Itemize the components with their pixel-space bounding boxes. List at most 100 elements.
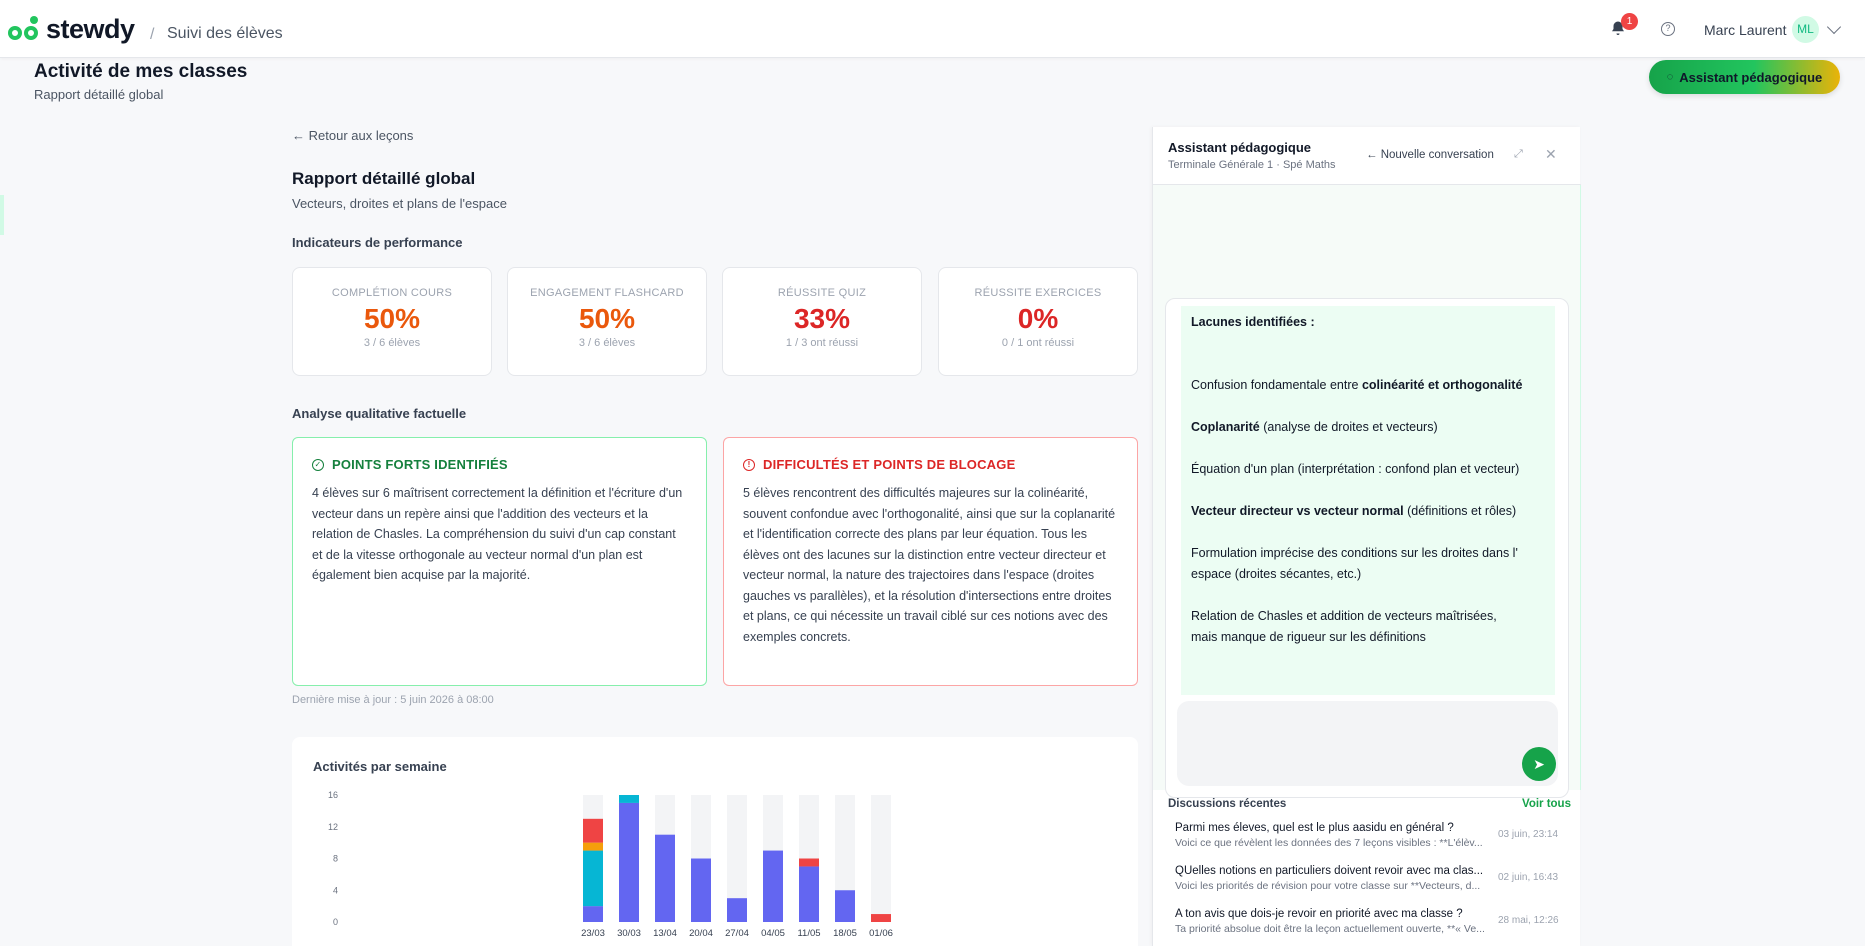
discussion-preview: Voici ce que révèlent les données des 7 … bbox=[1175, 837, 1483, 849]
new-conversation-button[interactable]: ← Nouvelle conversation bbox=[1366, 149, 1494, 161]
message-line: Équation d'un plan (interprétation : con… bbox=[1191, 462, 1520, 476]
bar-segment[interactable] bbox=[619, 802, 639, 922]
difficulties-title: DIFFICULTÉS ET POINTS DE BLOCAGE bbox=[763, 457, 1016, 472]
back-link[interactable]: ← Retour aux leçons bbox=[292, 128, 413, 143]
kpi-sub: 1 / 3 ont réussi bbox=[785, 337, 859, 349]
arrow-left-icon: ← bbox=[1366, 149, 1378, 161]
send-button[interactable]: ➤ bbox=[1522, 747, 1556, 781]
bar-track bbox=[727, 795, 747, 922]
discussion-preview: Ta priorité absolue doit être la leçon a… bbox=[1175, 923, 1485, 935]
chevron-down-icon[interactable] bbox=[1826, 19, 1842, 35]
kpi-card: ENGAGEMENT FLASHCARD 50% 3 / 6 élèves bbox=[507, 267, 707, 376]
weekly-activity-chart: Activités par semaine 0 4 8 12 16 23/03 30/03 1… bbox=[292, 737, 1138, 946]
report-title: Rapport détaillé global bbox=[292, 169, 476, 188]
assistant-button[interactable]: ◌ Assistant pédagogique bbox=[1649, 60, 1840, 94]
chat-messages: Lacunes identifiées : Confusion fondamen… bbox=[1153, 185, 1581, 798]
strengths-text: 4 élèves sur 6 maîtrisent correctement l… bbox=[312, 486, 683, 582]
expand-icon[interactable]: ⤢ bbox=[1514, 148, 1523, 160]
bar-segment[interactable] bbox=[835, 890, 855, 922]
y-tick-label: 0 bbox=[333, 917, 338, 927]
message-card: Lacunes identifiées : Confusion fondamen… bbox=[1165, 298, 1569, 798]
bar-segment[interactable] bbox=[763, 850, 783, 922]
kpi-value: 50% bbox=[578, 303, 636, 334]
bar-segment[interactable] bbox=[583, 906, 603, 922]
bar-segment[interactable] bbox=[871, 914, 891, 922]
close-icon[interactable]: ✕ bbox=[1545, 146, 1557, 162]
bar-segment[interactable] bbox=[799, 866, 819, 922]
bar-segment[interactable] bbox=[727, 898, 747, 922]
kpi-label: RÉUSSITE EXERCICES bbox=[974, 287, 1102, 299]
message-line: Relation de Chasles et addition de vecte… bbox=[1191, 609, 1497, 623]
discussion-item[interactable]: A ton avis que dois-je revoir en priorit… bbox=[1175, 908, 1565, 935]
breadcrumb-section[interactable]: Suivi des élèves bbox=[167, 25, 283, 42]
brand-name: stewdy bbox=[46, 14, 135, 44]
bar-segment[interactable] bbox=[799, 858, 819, 867]
bar-segment[interactable] bbox=[583, 818, 603, 843]
x-tick-label: 04/05 bbox=[761, 928, 785, 939]
bar-segment[interactable] bbox=[583, 850, 603, 907]
recent-discussions-title: Discussions récentes bbox=[1168, 798, 1287, 810]
message-line: Lacunes identifiées : bbox=[1191, 315, 1315, 329]
chat-subtitle: Terminale Générale 1 · Spé Maths bbox=[1168, 159, 1336, 171]
arrow-left-icon: ← bbox=[292, 128, 305, 143]
x-tick-label: 13/04 bbox=[653, 928, 677, 939]
kpi-section-title: Indicateurs de performance bbox=[292, 235, 463, 250]
assistant-message: Lacunes identifiées : Confusion fondamen… bbox=[1181, 306, 1555, 695]
y-tick-label: 12 bbox=[328, 822, 338, 832]
discussion-item[interactable]: Parmi mes éleves, quel est le plus aasid… bbox=[1175, 822, 1565, 849]
top-bar: stewdy / Suivi des élèves 1 ? Marc Laure… bbox=[0, 0, 1865, 58]
message-line: Confusion fondamentale entre colinéarité… bbox=[1191, 378, 1523, 392]
discussion-time: 03 juin, 23:14 bbox=[1498, 829, 1559, 840]
discussion-item[interactable]: QUelles notions en particuliers doivent … bbox=[1175, 865, 1565, 892]
difficulties-text: 5 élèves rencontrent des difficultés maj… bbox=[743, 486, 1116, 644]
discussion-time: 02 juin, 16:43 bbox=[1498, 872, 1559, 883]
bar-segment[interactable] bbox=[655, 834, 675, 922]
message-input[interactable]: ➤ bbox=[1177, 701, 1558, 786]
x-tick-label: 23/03 bbox=[581, 928, 605, 939]
y-tick-label: 16 bbox=[328, 790, 338, 800]
kpi-label: COMPLÉTION COURS bbox=[331, 287, 453, 299]
send-icon: ➤ bbox=[1533, 756, 1545, 772]
check-circle-icon: ✓ bbox=[312, 458, 324, 471]
assistant-panel: Assistant pédagogique Terminale Générale… bbox=[1152, 127, 1581, 946]
message-line: mais manque de rigueur sur les définitio… bbox=[1191, 630, 1426, 644]
kpi-label: RÉUSSITE QUIZ bbox=[777, 287, 867, 299]
strengths-card: ✓ POINTS FORTS IDENTIFIÉS 4 élèves sur 6… bbox=[292, 437, 707, 686]
bar-segment[interactable] bbox=[583, 842, 603, 851]
bar-segment[interactable] bbox=[691, 858, 711, 923]
kpi-card: RÉUSSITE EXERCICES 0% 0 / 1 ont réussi bbox=[938, 267, 1138, 376]
assistant-button-label: Assistant pédagogique bbox=[1679, 69, 1823, 85]
discussion-question: QUelles notions en particuliers doivent … bbox=[1175, 865, 1484, 877]
alert-circle-icon: ! bbox=[743, 458, 755, 471]
chart-title: Activités par semaine bbox=[313, 759, 447, 774]
page-title: Activité de mes classes bbox=[34, 61, 248, 82]
bar-track bbox=[871, 795, 891, 922]
qualitative-section-title: Analyse qualitative factuelle bbox=[292, 406, 467, 421]
kpi-label: ENGAGEMENT FLASHCARD bbox=[530, 287, 684, 299]
bar-segment[interactable] bbox=[619, 795, 639, 803]
x-tick-label: 30/03 bbox=[617, 928, 641, 939]
notification-badge: 1 bbox=[1621, 13, 1638, 30]
discussion-question: Parmi mes éleves, quel est le plus aasid… bbox=[1175, 822, 1454, 834]
kpi-card: COMPLÉTION COURS 50% 3 / 6 élèves bbox=[292, 267, 492, 376]
y-tick-label: 8 bbox=[333, 854, 338, 864]
message-line: Formulation imprécise des conditions sur… bbox=[1191, 546, 1518, 560]
discussion-time: 28 mai, 12:26 bbox=[1498, 915, 1559, 926]
back-link-label: Retour aux leçons bbox=[308, 128, 414, 143]
kpi-sub: 3 / 6 élèves bbox=[578, 337, 636, 349]
x-tick-label: 20/04 bbox=[689, 928, 713, 939]
chat-title: Assistant pédagogique bbox=[1168, 140, 1312, 155]
kpi-value: 50% bbox=[363, 303, 421, 334]
avatar[interactable]: ML bbox=[1792, 16, 1819, 43]
x-tick-label: 18/05 bbox=[833, 928, 857, 939]
page-subtitle: Rapport détaillé global bbox=[34, 87, 164, 102]
see-all-link[interactable]: Voir tous bbox=[1522, 798, 1571, 810]
message-line: Vecteur directeur vs vecteur normal (déf… bbox=[1191, 504, 1517, 518]
x-tick-label: 27/04 bbox=[725, 928, 749, 939]
discussion-question: A ton avis que dois-je revoir en priorit… bbox=[1175, 908, 1463, 920]
report-subtitle: Vecteurs, droites et plans de l'espace bbox=[292, 196, 507, 211]
new-conversation-label: Nouvelle conversation bbox=[1380, 149, 1494, 161]
logo[interactable]: stewdy bbox=[8, 14, 135, 45]
user-name[interactable]: Marc Laurent bbox=[1704, 22, 1787, 38]
help-icon[interactable]: ? bbox=[1661, 22, 1675, 36]
